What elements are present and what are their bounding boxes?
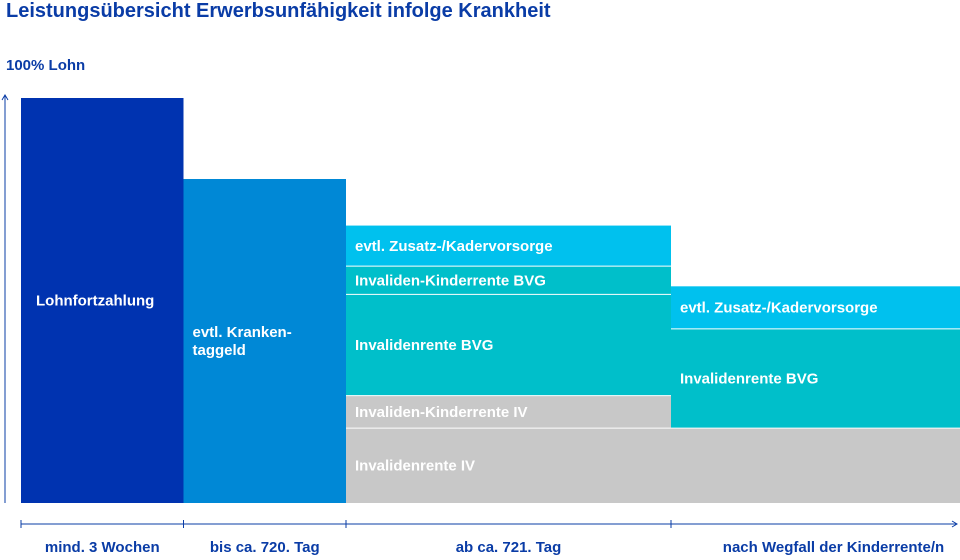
bar-segment-2-3 xyxy=(346,266,671,295)
y-axis-label: 100% Lohn xyxy=(6,57,86,74)
segment-label-3-2: evtl. Zusatz-/Kadervorsorge xyxy=(680,300,878,317)
bar-segment-3-1 xyxy=(671,328,960,429)
category-label-1: bis ca. 720. Tag xyxy=(210,539,320,556)
chart-title: Leistungsübersicht Erwerbsunfähigkeit in… xyxy=(6,0,551,22)
time-axis-arrow xyxy=(951,520,958,528)
bar-segment-3-0 xyxy=(671,428,960,503)
category-label-3: nach Wegfall der Kinderrente/n xyxy=(723,539,944,556)
bar-segment-2-1 xyxy=(346,395,671,429)
bar-segment-1-0 xyxy=(183,179,346,503)
bar-segment-2-0 xyxy=(346,428,671,503)
segment-label-2-0: Invalidenrente IV xyxy=(355,458,475,475)
segment-label-2-3: Invaliden-Kinderrente BVG xyxy=(355,272,546,289)
bar-segment-3-2 xyxy=(671,286,960,329)
segment-label-3-1: Invalidenrente BVG xyxy=(680,370,818,387)
category-label-0: mind. 3 Wochen xyxy=(45,539,160,556)
segment-label-1-0: evtl. Kranken-taggeld xyxy=(193,324,292,359)
segment-label-2-2: Invalidenrente BVG xyxy=(355,337,493,354)
bar-segment-2-4 xyxy=(346,225,671,267)
y-axis-arrow xyxy=(1,94,9,101)
segment-label-0-0: Lohnfortzahlung xyxy=(36,293,154,310)
bar-segment-2-2 xyxy=(346,294,671,396)
category-label-2: ab ca. 721. Tag xyxy=(456,539,562,556)
segment-label-2-4: evtl. Zusatz-/Kadervorsorge xyxy=(355,238,553,255)
segment-label-2-1: Invaliden-Kinderrente IV xyxy=(355,404,528,421)
bar-segment-0-0 xyxy=(21,98,184,503)
